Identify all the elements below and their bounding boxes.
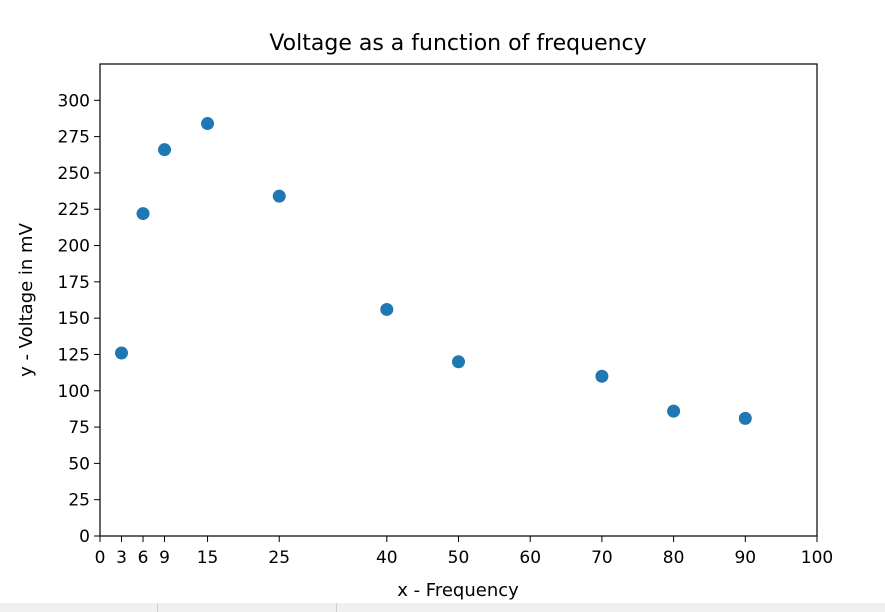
y-tick-label: 275 xyxy=(58,128,90,148)
y-tick-label: 225 xyxy=(58,200,90,220)
y-tick-label: 150 xyxy=(58,309,90,329)
data-point xyxy=(595,369,609,383)
x-tick-label: 100 xyxy=(801,548,833,568)
y-tick-label: 175 xyxy=(58,273,90,293)
x-tick-label: 25 xyxy=(268,548,290,568)
y-axis-label: y - Voltage in mV xyxy=(16,222,37,376)
x-tick-label: 40 xyxy=(376,548,398,568)
x-axis-label: x - Frequency xyxy=(397,580,519,601)
y-tick-label: 125 xyxy=(58,345,90,365)
data-point xyxy=(380,302,394,316)
data-point xyxy=(158,143,172,157)
y-tick-label: 75 xyxy=(68,418,90,438)
x-tick-label: 60 xyxy=(519,548,541,568)
bottom-strip xyxy=(0,603,885,612)
x-tick-label: 15 xyxy=(197,548,219,568)
y-tick-label: 0 xyxy=(79,527,90,547)
data-point xyxy=(667,404,681,418)
x-tick-label: 50 xyxy=(448,548,470,568)
data-point xyxy=(738,411,752,425)
x-tick-label: 80 xyxy=(663,548,685,568)
y-tick-label: 300 xyxy=(58,91,90,111)
data-point xyxy=(115,346,129,360)
x-tick-label: 0 xyxy=(95,548,106,568)
x-tick-label: 90 xyxy=(734,548,756,568)
x-tick-label: 6 xyxy=(138,548,149,568)
chart-title: Voltage as a function of frequency xyxy=(269,31,646,56)
x-tick-label: 70 xyxy=(591,548,613,568)
y-axis: 0 25 50 75 100 125 150 175 200 225 250 275 300 xyxy=(58,91,100,547)
data-point xyxy=(272,189,286,203)
data-point xyxy=(136,207,150,221)
data-points xyxy=(115,117,752,425)
plot-area-frame xyxy=(99,63,818,537)
strip-divider xyxy=(157,603,158,612)
x-tick-label: 9 xyxy=(159,548,170,568)
y-tick-label: 25 xyxy=(68,491,90,511)
x-tick-label: 3 xyxy=(116,548,127,568)
strip-divider xyxy=(336,603,337,612)
data-point xyxy=(452,355,465,369)
y-tick-label: 50 xyxy=(68,454,90,474)
y-tick-label: 250 xyxy=(58,164,90,184)
x-axis: 0 3 6 9 15 25 40 50 60 70 80 90 100 xyxy=(95,536,833,568)
data-point xyxy=(201,117,215,131)
y-tick-label: 100 xyxy=(58,382,90,402)
y-tick-label: 200 xyxy=(58,237,90,257)
